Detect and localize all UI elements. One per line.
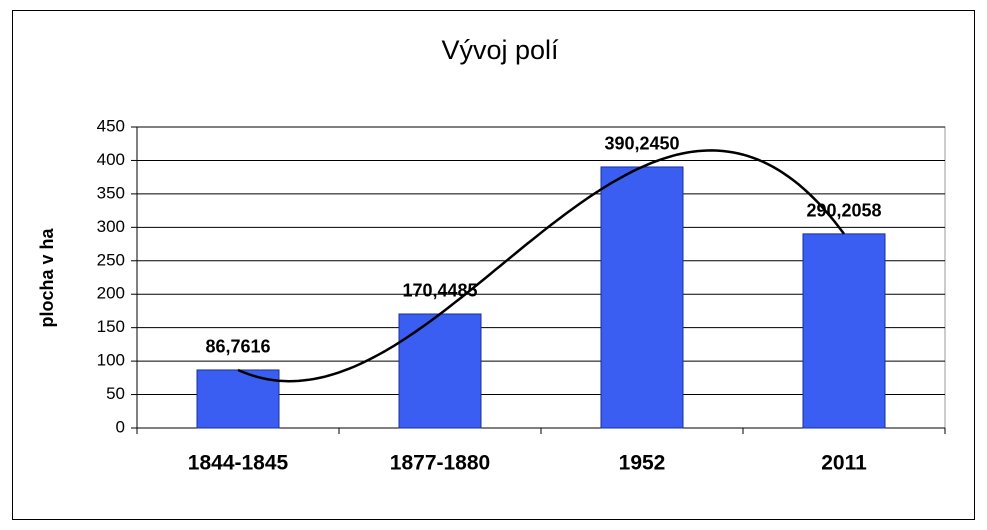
trendline (237, 149, 846, 383)
x-tick-label: 1952 (619, 452, 666, 475)
y-axis-label: plocha v ha (37, 228, 57, 328)
y-tick-label: 150 (97, 317, 125, 336)
y-tick-label: 450 (97, 116, 125, 135)
y-tick-label: 250 (97, 250, 125, 269)
bar (398, 313, 482, 429)
data-label: 390,2450 (604, 134, 679, 154)
y-tick-label: 300 (97, 217, 125, 236)
y-tick-label: 350 (97, 183, 125, 202)
x-tick-label: 1877-1880 (390, 452, 490, 475)
data-label: 170,4485 (402, 281, 477, 301)
y-tick-label: 0 (116, 417, 125, 436)
chart-title: Vývoj polí (441, 35, 559, 65)
y-tick-label: 100 (97, 351, 125, 370)
data-label: 290,2058 (806, 201, 881, 221)
y-tick-label: 400 (97, 150, 125, 169)
y-tick-label: 200 (97, 284, 125, 303)
bar (600, 166, 684, 429)
data-label: 86,7616 (205, 337, 270, 357)
x-tick-label: 1844-1845 (188, 452, 289, 475)
y-tick-label: 50 (106, 384, 125, 403)
x-tick-label: 2011 (821, 452, 867, 475)
bar (802, 233, 886, 429)
